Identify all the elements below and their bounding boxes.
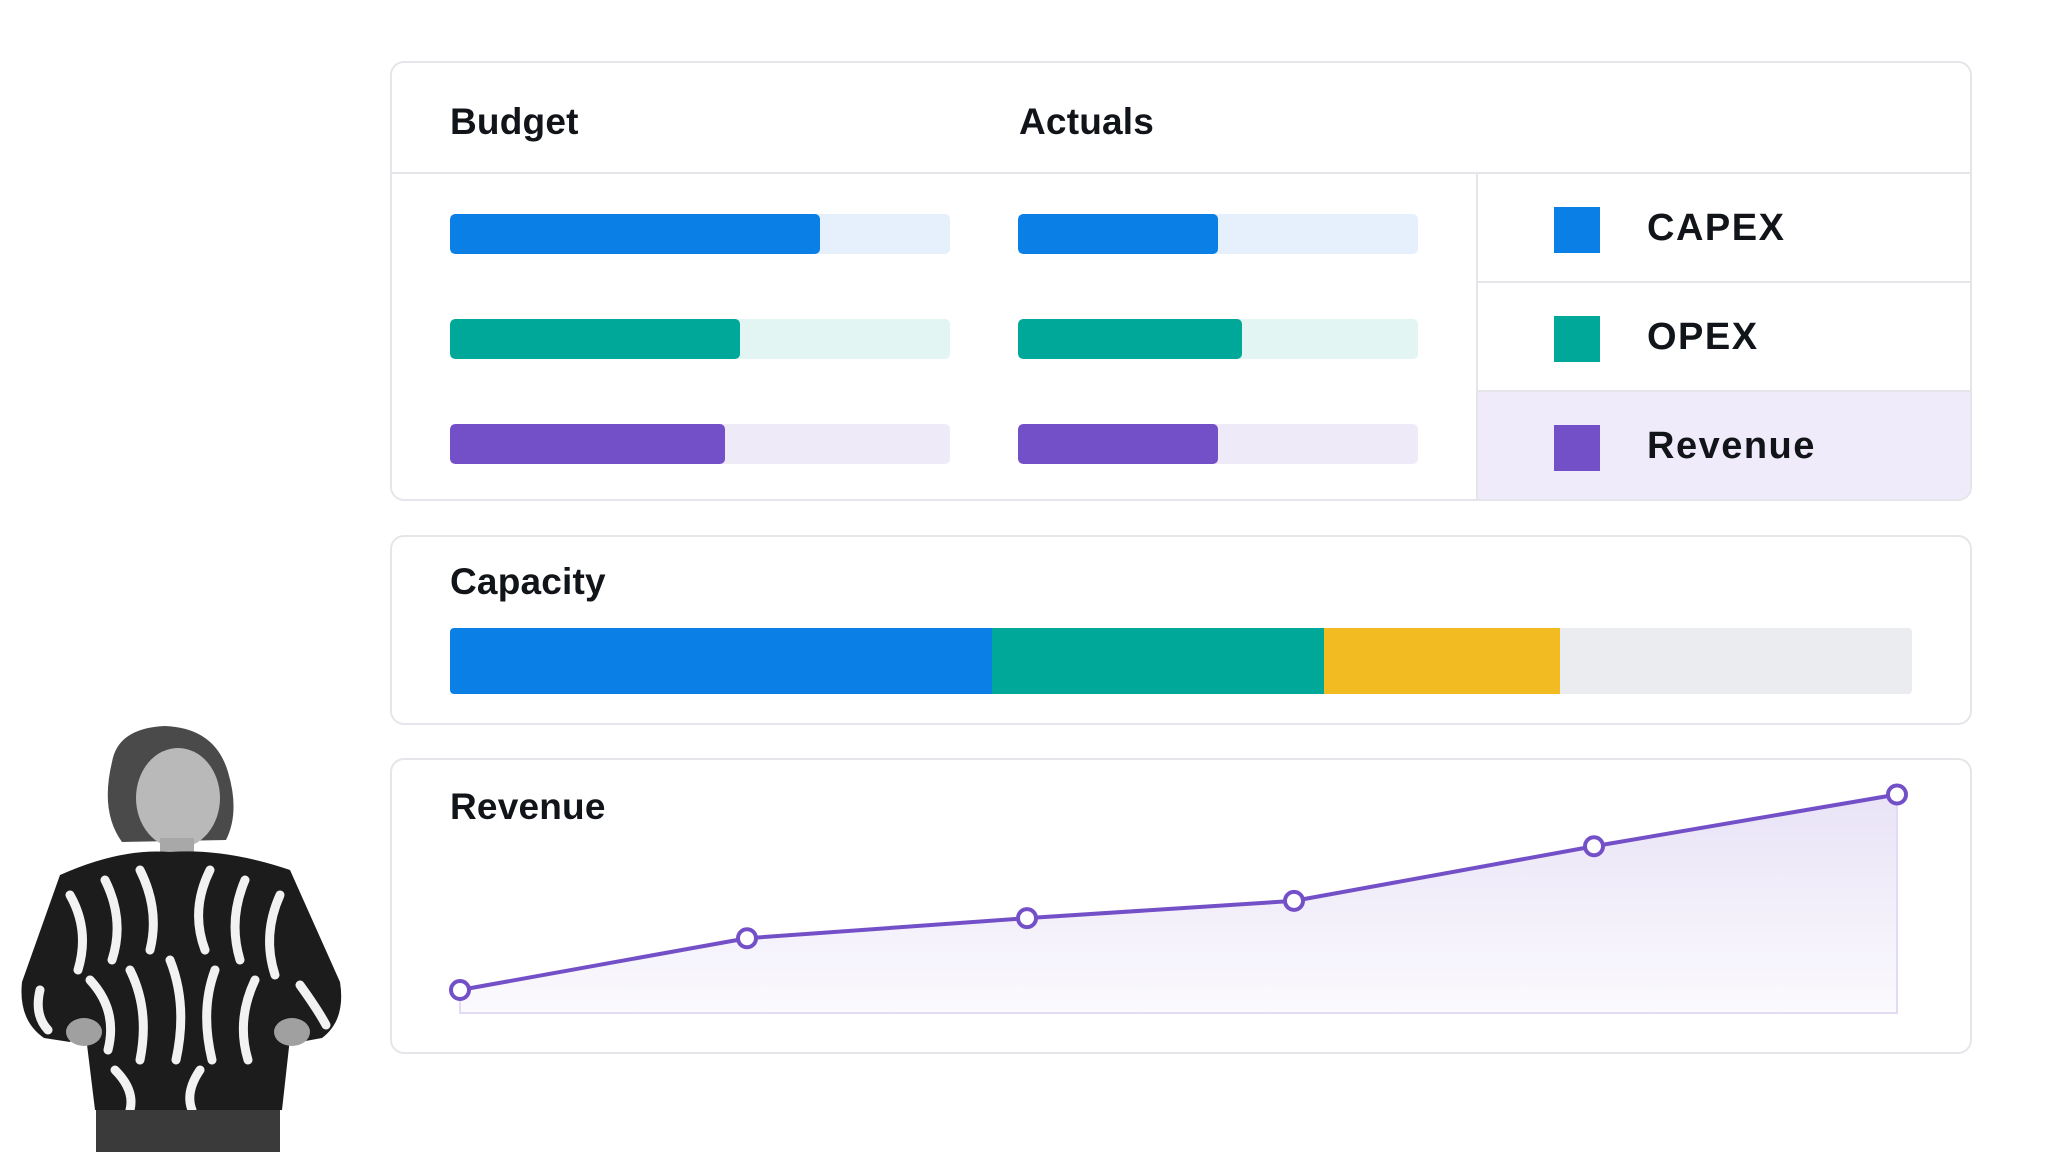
- budget-bar-track-revenue: [450, 424, 950, 464]
- actuals-header: Actuals: [1019, 101, 1155, 142]
- legend-label: OPEX: [1647, 316, 1759, 358]
- actuals-bar-track-revenue: [1018, 424, 1418, 464]
- legend-swatch-revenue: [1554, 425, 1600, 471]
- actuals-bar-revenue: [1018, 424, 1218, 464]
- revenue-line: [459, 792, 1898, 992]
- revenue-point-2[interactable]: [736, 927, 758, 950]
- budget-actuals-card: Budget Actuals CAPEX OPEX Revenue: [390, 61, 1972, 501]
- capacity-bar: [450, 628, 1912, 694]
- legend-swatch-opex: [1554, 316, 1600, 362]
- legend-item-opex[interactable]: OPEX: [1478, 283, 1970, 392]
- budget-bar-capex: [450, 214, 820, 254]
- revenue-point-6[interactable]: [1886, 783, 1908, 806]
- revenue-title: Revenue: [450, 786, 606, 827]
- actuals-bar-track-opex: [1018, 319, 1418, 359]
- revenue-area: [459, 793, 1898, 1014]
- revenue-card: Revenue: [390, 758, 1972, 1054]
- budget-bar-track-opex: [450, 319, 950, 359]
- budget-bar-revenue: [450, 424, 725, 464]
- budget-bar-opex: [450, 319, 740, 359]
- legend-label: CAPEX: [1647, 207, 1786, 249]
- budget-header: Budget: [450, 101, 579, 142]
- capacity-segment-1: [450, 628, 993, 694]
- capacity-segment-2: [992, 628, 1325, 694]
- actuals-bar-capex: [1018, 214, 1218, 254]
- revenue-point-4[interactable]: [1283, 889, 1305, 912]
- legend-divider: [1476, 174, 1478, 499]
- legend-swatch-capex: [1554, 207, 1600, 253]
- person-photo: [21, 726, 342, 1152]
- budget-bar-track-capex: [450, 214, 950, 254]
- actuals-bar-opex: [1018, 319, 1242, 359]
- actuals-bar-track-capex: [1018, 214, 1418, 254]
- legend-label: Revenue: [1647, 425, 1816, 467]
- legend-item-revenue[interactable]: Revenue: [1478, 392, 1970, 499]
- capacity-title: Capacity: [450, 561, 606, 602]
- capacity-segment-3: [1324, 628, 1560, 694]
- revenue-point-5[interactable]: [1583, 835, 1605, 858]
- header-divider: [392, 172, 1970, 174]
- revenue-point-3[interactable]: [1016, 907, 1038, 930]
- revenue-point-1[interactable]: [449, 979, 471, 1001]
- legend-item-capex[interactable]: CAPEX: [1478, 174, 1970, 283]
- revenue-chart: [449, 783, 1908, 1014]
- capacity-card: Capacity: [390, 535, 1972, 725]
